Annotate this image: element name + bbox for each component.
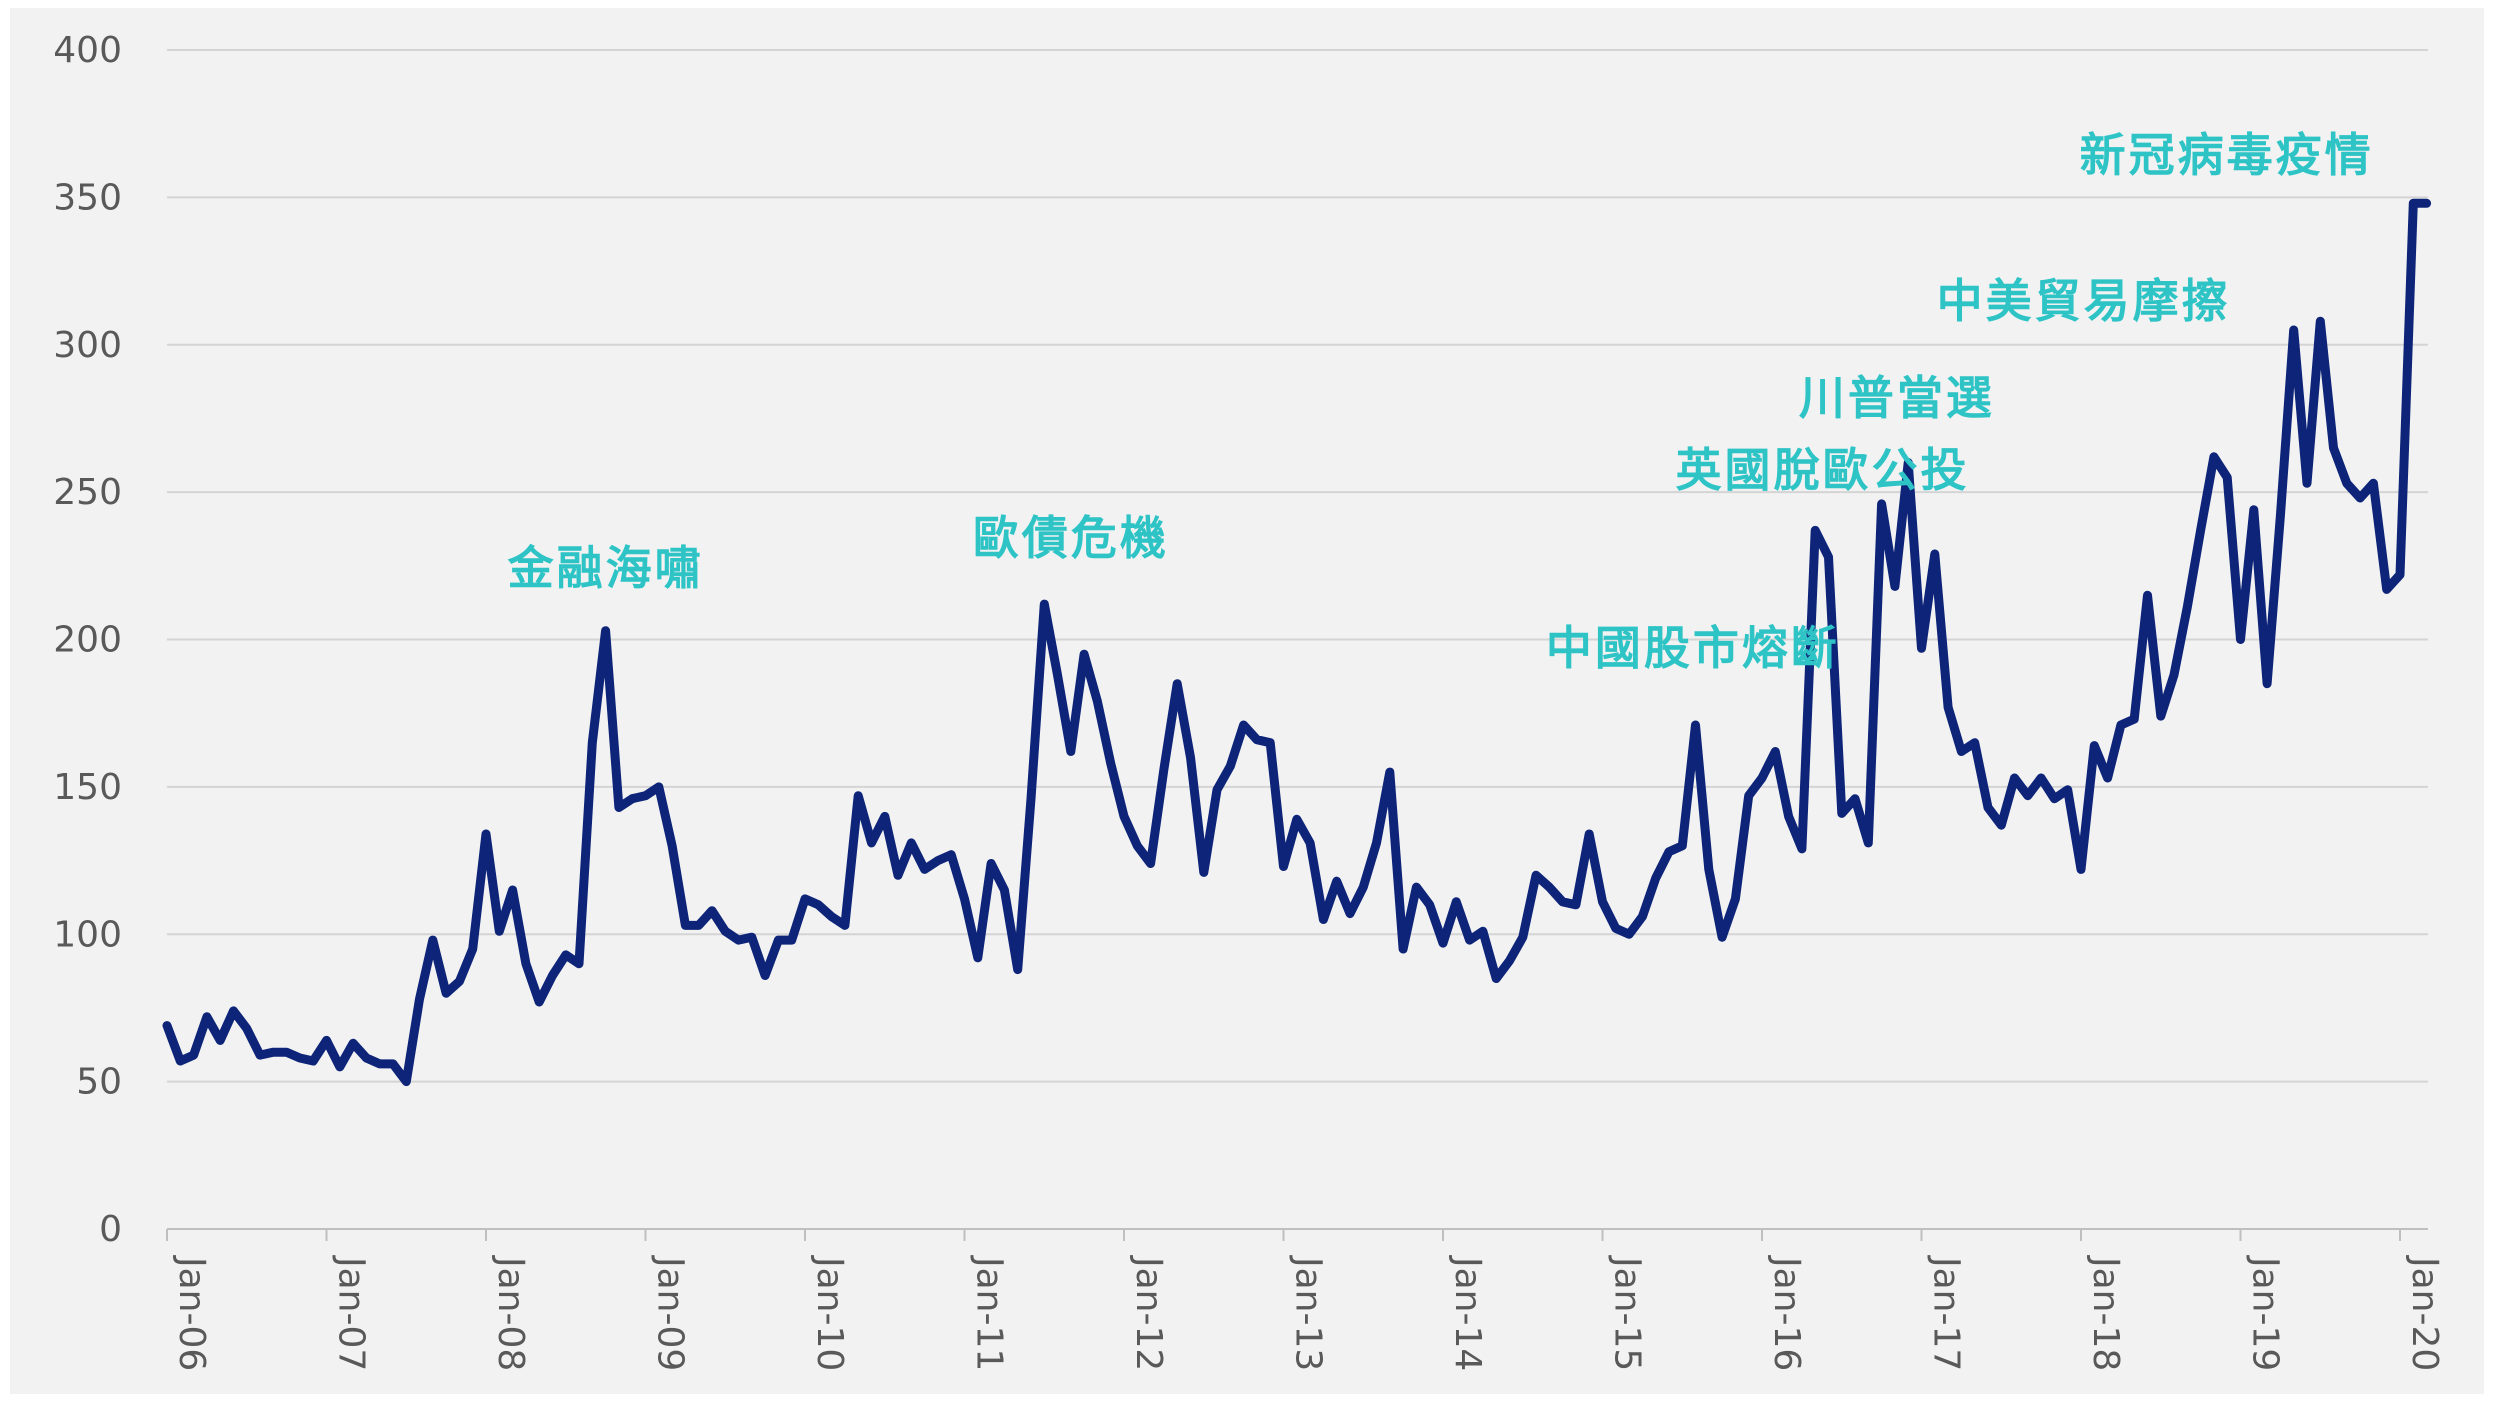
x-tick-label: Jan-14 bbox=[1447, 1255, 1488, 1371]
series-layer bbox=[162, 198, 2432, 1087]
y-axis-ticks: 0 50 100 150 200 250 300 350 400 bbox=[53, 30, 122, 1250]
annotation-label: 金融海嘯 bbox=[507, 541, 704, 595]
chart-panel: 0 50 100 150 200 250 300 350 400 Jan-06 Jan-07 Jan… bbox=[10, 8, 2484, 1394]
y-tick-label: 300 bbox=[53, 325, 122, 366]
series-line bbox=[162, 198, 2432, 1087]
x-tick-label: Jan-18 bbox=[2085, 1255, 2126, 1371]
x-tick-label: Jan-09 bbox=[650, 1255, 691, 1371]
x-tick-label: Jan-16 bbox=[1766, 1255, 1807, 1371]
x-tick-label: Jan-11 bbox=[969, 1255, 1010, 1371]
x-tick-label: Jan-20 bbox=[2404, 1255, 2445, 1371]
annotation-label: 新冠病毒疫情 bbox=[2080, 128, 2374, 182]
x-tick-label: Jan-08 bbox=[490, 1255, 531, 1371]
y-tick-label: 150 bbox=[53, 767, 122, 808]
x-tick-label: Jan-15 bbox=[1607, 1255, 1648, 1371]
y-tick-label: 200 bbox=[53, 620, 122, 661]
grid-lines bbox=[167, 49, 2428, 1083]
y-tick-label: 50 bbox=[76, 1062, 122, 1103]
x-tick-label: Jan-10 bbox=[809, 1255, 850, 1371]
annotation-label: 川普當選 bbox=[1799, 371, 1995, 425]
x-tick-label: Jan-07 bbox=[331, 1255, 372, 1371]
annotation-label: 英國脫歐公投 bbox=[1675, 443, 1969, 497]
annotation-label: 中美貿易摩擦 bbox=[1937, 274, 2231, 328]
x-tick-label: Jan-19 bbox=[2245, 1255, 2286, 1371]
annotation-label: 中國股市熔斷 bbox=[1546, 621, 1840, 675]
y-tick-label: 100 bbox=[53, 914, 122, 955]
x-tick-label: Jan-06 bbox=[171, 1255, 212, 1371]
y-tick-label: 350 bbox=[53, 177, 122, 218]
y-tick-label: 400 bbox=[53, 30, 122, 71]
x-tick-label: Jan-13 bbox=[1288, 1255, 1329, 1371]
x-axis: Jan-06 Jan-07 Jan-08 Jan-09 Jan-10 Jan-11 Jan-… bbox=[166, 1228, 2445, 1371]
x-tick-label: Jan-12 bbox=[1128, 1255, 1169, 1371]
x-tick-label: Jan-17 bbox=[1926, 1255, 1967, 1371]
annotation-label: 歐債危機 bbox=[973, 511, 1169, 565]
y-tick-label: 0 bbox=[99, 1209, 122, 1250]
y-tick-label: 250 bbox=[53, 472, 122, 513]
